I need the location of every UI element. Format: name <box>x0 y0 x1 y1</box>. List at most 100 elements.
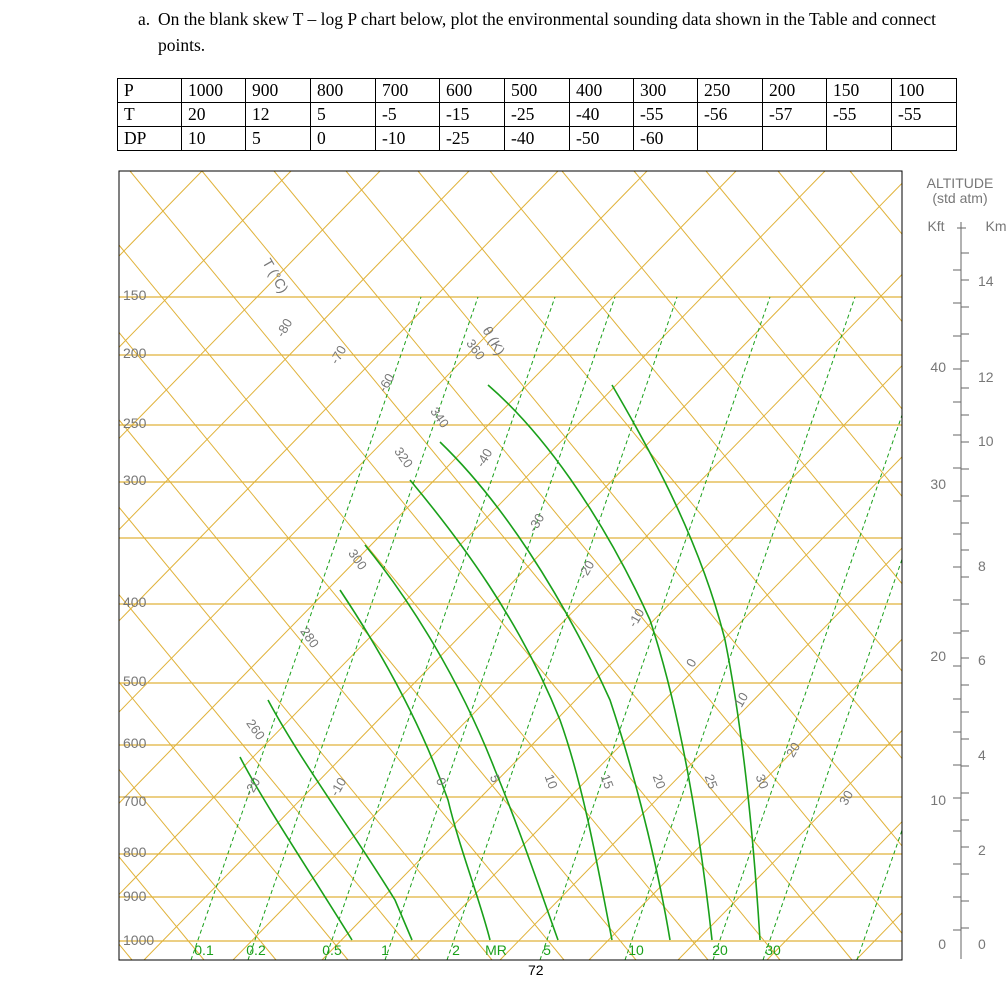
isotherm-line <box>499 547 902 960</box>
mixing-ratio-line <box>624 296 856 960</box>
dry-adiabat-line <box>345 171 902 847</box>
dry-adiabat-line <box>129 171 781 960</box>
table-cell: -5 <box>375 102 440 127</box>
temperature-label: 0 <box>683 656 700 670</box>
table-row: P 1000 900 800 700 600 500 400 300 250 200 150 100 <box>117 78 957 103</box>
altitude-subtitle: (std atm) <box>932 190 987 206</box>
moist-adiabat-label: 25 <box>702 772 721 791</box>
table-cell: 20 <box>181 102 246 127</box>
temperature-label: -10 <box>327 775 349 799</box>
table-cell: -55 <box>891 102 957 127</box>
dry-adiabat-line <box>119 943 133 960</box>
altitude-kft-label: 40 <box>930 359 946 375</box>
temperature-label: -30 <box>525 511 547 535</box>
temperature-label: -10 <box>625 606 647 630</box>
pressure-label: 250 <box>123 415 147 431</box>
pressure-label: 150 <box>123 287 147 303</box>
temperature-label: 10 <box>731 690 751 710</box>
dry-adiabat-line <box>633 171 902 498</box>
mixing-ratio-title: MR <box>485 942 507 958</box>
dry-adiabat-line <box>119 681 349 960</box>
mixing-ratio-line <box>247 296 479 960</box>
table-cell: 300 <box>633 78 698 103</box>
moist-adiabat-line <box>339 589 491 941</box>
pressure-label: 700 <box>123 793 147 809</box>
isotherm-line <box>410 456 902 960</box>
isotherm-line <box>766 820 902 960</box>
moist-adiabat-line <box>487 384 713 941</box>
altitude-km-label: 14 <box>978 273 994 289</box>
pressure-label: 500 <box>123 673 147 689</box>
moist-adiabat-label: 5 <box>487 772 504 784</box>
pressure-label: 800 <box>123 844 147 860</box>
moist-adiabat-label: 0 <box>433 775 450 787</box>
moist-adiabat-label: 20 <box>650 772 669 791</box>
temperature-label: -80 <box>273 316 295 340</box>
table-cell: 700 <box>375 78 440 103</box>
dry-adiabat-line <box>119 506 493 960</box>
table-cell: -40 <box>569 102 634 127</box>
mixing-ratio-line <box>384 296 616 960</box>
moist-adiabat-line <box>611 384 761 941</box>
theta-label: 340 <box>427 404 452 430</box>
mixing-ratio-label: 5 <box>543 942 551 958</box>
moist-adiabat-line <box>239 756 353 941</box>
isotherm-line <box>232 273 902 960</box>
isotherm-line <box>119 171 203 257</box>
table-cell: 600 <box>439 78 505 103</box>
mixing-ratio-line <box>190 296 422 960</box>
dry-adiabat-line <box>0 171 60 960</box>
question-text: On the blank skew T – log P chart below,… <box>158 9 937 55</box>
isotherm-line <box>119 171 559 622</box>
table-cell: 100 <box>891 78 957 103</box>
moist-adiabat-label: 30 <box>753 772 772 791</box>
dry-adiabat-line <box>201 171 853 960</box>
mixing-ratio-label: 0.1 <box>194 942 214 958</box>
table-row: DP 10 5 0 -10 -25 -40 -50 -60 <box>117 126 957 151</box>
mixing-ratio-label: 0.5 <box>322 942 342 958</box>
mixing-ratio-label: 1 <box>381 942 389 958</box>
altitude-km-label: 2 <box>978 842 986 858</box>
mixing-ratio-line <box>712 413 902 960</box>
moist-adiabat-line <box>364 544 559 941</box>
mixing-ratio-label: 0.2 <box>246 942 266 958</box>
altitude-title: ALTITUDE <box>927 175 994 191</box>
altitude-km-title: Km <box>986 218 1007 234</box>
table-cell <box>891 126 957 151</box>
table-cell: -55 <box>633 102 698 127</box>
mixing-ratio-line <box>905 297 1007 960</box>
mixing-ratio-label: 20 <box>712 942 728 958</box>
mixing-ratio-line <box>446 296 678 960</box>
dry-adiabat-line <box>119 244 709 960</box>
isotherm-line <box>119 171 292 348</box>
theta-label: 260 <box>243 716 268 742</box>
dry-adiabat-line <box>705 171 902 410</box>
temperature-label: -20 <box>241 775 263 799</box>
dry-adiabat-line <box>273 171 902 935</box>
table-cell <box>826 126 892 151</box>
question-label: a. <box>138 9 151 29</box>
altitude-kft-label: 10 <box>930 792 946 808</box>
pressure-label: 1000 <box>123 932 154 948</box>
pressure-label: 900 <box>123 888 147 904</box>
theta-label: 360 <box>463 336 488 362</box>
moist-adiabat-label: 10 <box>542 772 561 791</box>
table-cell: 5 <box>245 126 311 151</box>
dry-adiabat-line <box>777 171 902 323</box>
isotherm-line <box>143 182 902 960</box>
table-cell: 500 <box>504 78 570 103</box>
dry-adiabat-line <box>561 171 902 585</box>
temperature-label: 20 <box>783 740 803 760</box>
sounding-table: P 1000 900 800 700 600 500 400 300 250 200 150 100 T 2… <box>117 78 957 151</box>
table-cell: 800 <box>310 78 376 103</box>
isotherm-line <box>945 171 1007 960</box>
temperature-label: -40 <box>473 446 495 470</box>
altitude-km-label: 4 <box>978 747 986 763</box>
table-cell: -60 <box>633 126 698 151</box>
dry-adiabat-line <box>489 171 902 672</box>
isotherm-line <box>119 171 826 896</box>
table-row-header: T <box>117 102 182 127</box>
altitude-kft-label: 0 <box>938 936 946 952</box>
table-cell: 12 <box>245 102 311 127</box>
